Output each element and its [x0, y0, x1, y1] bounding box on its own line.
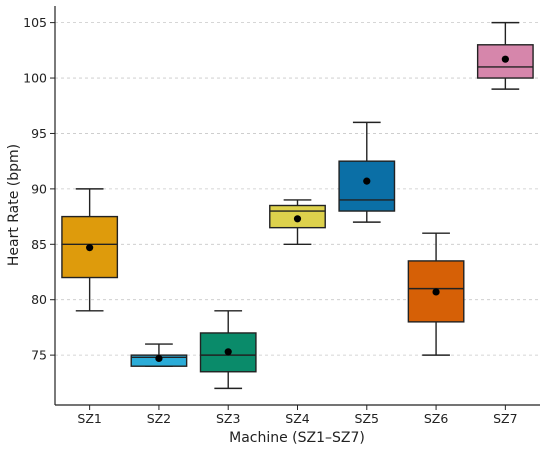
x-tick-label-sz7: SZ7 [493, 411, 517, 426]
box-group-sz7 [476, 21, 534, 90]
box-group-sz4 [269, 199, 326, 245]
y-tick-label-95: 95 [31, 126, 47, 141]
mean-dot-sz1 [86, 244, 94, 252]
y-tick-label-75: 75 [31, 348, 47, 363]
box-group-sz6 [407, 232, 465, 356]
box-group-sz5 [338, 121, 396, 223]
y-axis-title: Heart Rate (bpm) [6, 144, 22, 266]
x-axis-title: Machine (SZ1–SZ7) [229, 430, 365, 446]
mean-dot-sz3 [224, 348, 232, 356]
box-layer [61, 21, 534, 390]
y-tick-label-90: 90 [31, 181, 47, 196]
box-group-sz2 [130, 343, 188, 367]
x-tick-label-sz6: SZ6 [424, 411, 448, 426]
x-tick-label-sz5: SZ5 [355, 411, 379, 426]
box-sz5 [338, 160, 396, 212]
y-tick-label-80: 80 [31, 292, 47, 307]
x-tick-label-sz4: SZ4 [285, 411, 309, 426]
box-group-sz3 [199, 310, 257, 390]
mean-dot-sz6 [432, 288, 440, 296]
y-tick-label-100: 100 [23, 71, 47, 86]
mean-dot-sz5 [363, 177, 371, 185]
box-group-sz1 [61, 188, 119, 312]
mean-dot-sz2 [155, 354, 163, 363]
tick-layer: 75 80 85 90 95 100 105 SZ1 SZ2 SZ3 SZ4 SZ5 SZ6 SZ7 [23, 15, 517, 426]
mean-dot-sz4 [293, 215, 302, 223]
x-tick-label-sz1: SZ1 [77, 411, 101, 426]
mean-dot-sz7 [501, 55, 509, 63]
grid-layer [55, 22, 540, 356]
y-tick-label-85: 85 [31, 237, 47, 252]
x-tick-label-sz3: SZ3 [216, 411, 240, 426]
y-tick-label-105: 105 [23, 15, 47, 30]
x-tick-label-sz2: SZ2 [147, 411, 171, 426]
